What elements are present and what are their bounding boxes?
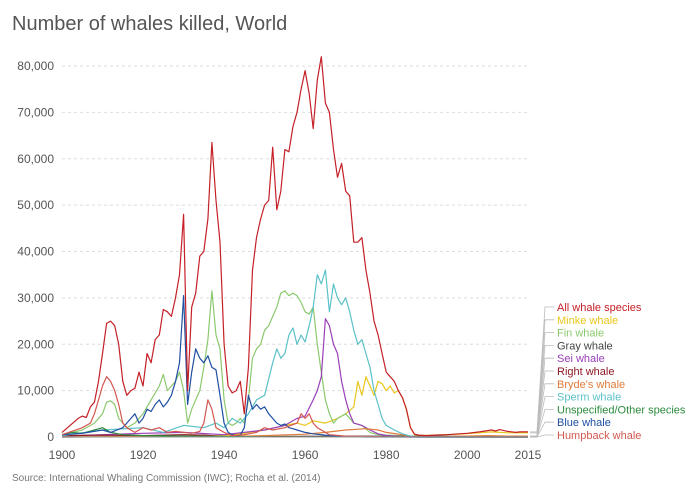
x-tick-label: 1900 — [49, 448, 76, 462]
y-tick-label: 80,000 — [17, 59, 54, 73]
legend-item: Sperm whale — [557, 392, 621, 404]
legend-connector — [530, 383, 554, 437]
x-tick-label: 1920 — [130, 448, 157, 462]
series-line — [61, 56, 528, 437]
legend-item: Fin whale — [557, 328, 604, 340]
x-tick-label: 2015 — [515, 448, 542, 462]
source-note: Source: International Whaling Commission… — [12, 473, 320, 484]
x-tick-label: 1980 — [373, 448, 400, 462]
legend-item: Unspecified/Other species — [557, 404, 686, 416]
legend-connector — [530, 434, 554, 438]
series-line — [61, 290, 528, 438]
x-tick-label: 1940 — [211, 448, 238, 462]
legend-item: Bryde's whale — [557, 379, 625, 391]
y-tick-label: 30,000 — [17, 291, 54, 305]
y-tick-label: 10,000 — [17, 384, 54, 398]
x-tick-label: 2000 — [454, 448, 481, 462]
grid — [62, 65, 528, 392]
legend-item: Sei whale — [557, 353, 605, 365]
series-line — [61, 269, 528, 438]
y-tick-label: 0 — [47, 430, 54, 444]
y-tick-label: 50,000 — [17, 198, 54, 212]
legend-connector — [530, 319, 554, 434]
chart-title: Number of whales killed, World — [12, 13, 287, 35]
series-line — [61, 295, 528, 438]
axes: 0 10,000 20,000 30,000 40,000 50,000 60,000 70,… — [17, 59, 541, 462]
y-tick-label: 70,000 — [17, 105, 54, 119]
series-line — [61, 376, 529, 438]
legend-connector — [530, 306, 554, 433]
series-line — [61, 318, 528, 438]
legend-item: Right whale — [557, 366, 614, 378]
x-tick-label: 1960 — [292, 448, 319, 462]
y-tick-label: 20,000 — [17, 337, 54, 351]
series-lines — [61, 56, 529, 438]
legend-item: Minke whale — [557, 315, 618, 327]
legend-item: Blue whale — [557, 417, 611, 429]
y-tick-label: 60,000 — [17, 152, 54, 166]
legend-item: Humpback whale — [557, 430, 641, 442]
legend-item: All whale species — [557, 302, 642, 314]
y-tick-label: 40,000 — [17, 245, 54, 259]
legend-item: Gray whale — [557, 340, 613, 352]
